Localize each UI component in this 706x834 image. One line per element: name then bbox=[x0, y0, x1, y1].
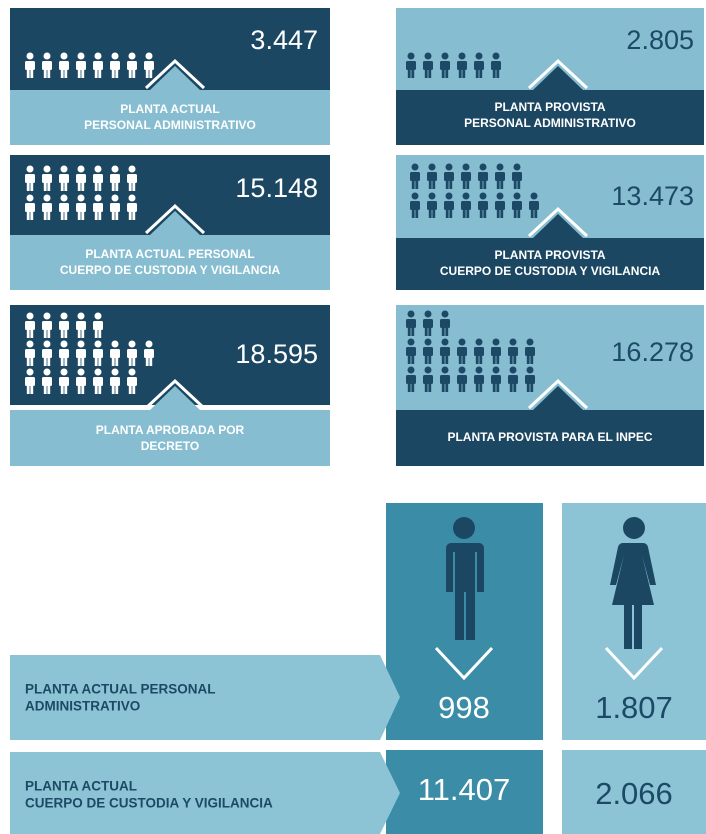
people-icons bbox=[403, 366, 539, 392]
card-label: DECRETO bbox=[141, 439, 199, 453]
men-value: 998 bbox=[438, 690, 490, 725]
people-icons bbox=[22, 165, 141, 191]
card-value: 15.148 bbox=[235, 173, 318, 203]
card-label: CUERPO DE CUSTODIA Y VIGILANCIA bbox=[440, 264, 661, 278]
row-label: PLANTA ACTUAL bbox=[25, 779, 137, 794]
card-value: 13.473 bbox=[611, 181, 694, 211]
card-label: PLANTA PROVISTA PARA EL INPEC bbox=[447, 430, 652, 444]
people-icons bbox=[22, 52, 158, 78]
people-icons bbox=[22, 368, 141, 394]
card: 18.595 PLANTA APROBADA POR DECRETO bbox=[10, 305, 330, 466]
row-label: ADMINISTRATIVO bbox=[25, 699, 140, 714]
card-label: PERSONAL ADMINISTRATIVO bbox=[84, 118, 256, 132]
card-label: PLANTA PROVISTA bbox=[494, 248, 605, 262]
women-value: 2.066 bbox=[595, 776, 673, 811]
people-icons bbox=[22, 340, 158, 366]
people-icons bbox=[403, 310, 454, 336]
notch bbox=[604, 646, 664, 681]
card: 2.805 PLANTA PROVISTA PERSONAL ADMINISTR… bbox=[396, 8, 704, 145]
people-icons bbox=[407, 192, 543, 218]
people-icons bbox=[22, 312, 107, 338]
card-label: PLANTA PROVISTA bbox=[494, 100, 605, 114]
card: 15.148 PLANTA ACTUAL PERSONAL CUERPO DE … bbox=[10, 155, 330, 290]
card-label: PLANTA ACTUAL bbox=[120, 102, 220, 116]
men-column bbox=[386, 750, 543, 834]
notch bbox=[434, 646, 494, 681]
people-icons bbox=[403, 52, 505, 78]
card: 13.473 PLANTA PROVISTA CUERPO DE CUSTODI… bbox=[396, 155, 704, 290]
card-value: 18.595 bbox=[235, 339, 318, 369]
men-column bbox=[386, 503, 543, 740]
women-column bbox=[562, 750, 706, 834]
card-value: 3.447 bbox=[250, 25, 318, 55]
card: 16.278 PLANTA PROVISTA PARA EL INPEC bbox=[396, 305, 704, 466]
men-value: 11.407 bbox=[418, 772, 511, 807]
card-value: 16.278 bbox=[611, 337, 694, 367]
people-icons bbox=[403, 338, 539, 364]
card-value: 2.805 bbox=[626, 25, 694, 55]
row-label-arrow bbox=[10, 752, 400, 834]
woman-icon bbox=[610, 517, 656, 649]
row-label-arrow bbox=[10, 655, 400, 740]
people-icons bbox=[22, 194, 141, 220]
row-label: CUERPO DE CUSTODIA Y VIGILANCIA bbox=[25, 796, 273, 811]
card: 3.447 PLANTA ACTUAL PERSONAL ADMINISTRAT… bbox=[10, 8, 330, 145]
row-label: PLANTA ACTUAL PERSONAL bbox=[25, 682, 216, 697]
people-icons bbox=[407, 163, 526, 189]
card-label: PLANTA APROBADA POR bbox=[96, 423, 245, 437]
women-value: 1.807 bbox=[595, 690, 673, 725]
card-label: CUERPO DE CUSTODIA Y VIGILANCIA bbox=[60, 263, 281, 277]
card-label: PLANTA ACTUAL PERSONAL bbox=[85, 247, 254, 261]
card-label: PERSONAL ADMINISTRATIVO bbox=[464, 116, 636, 130]
man-icon bbox=[446, 517, 484, 640]
